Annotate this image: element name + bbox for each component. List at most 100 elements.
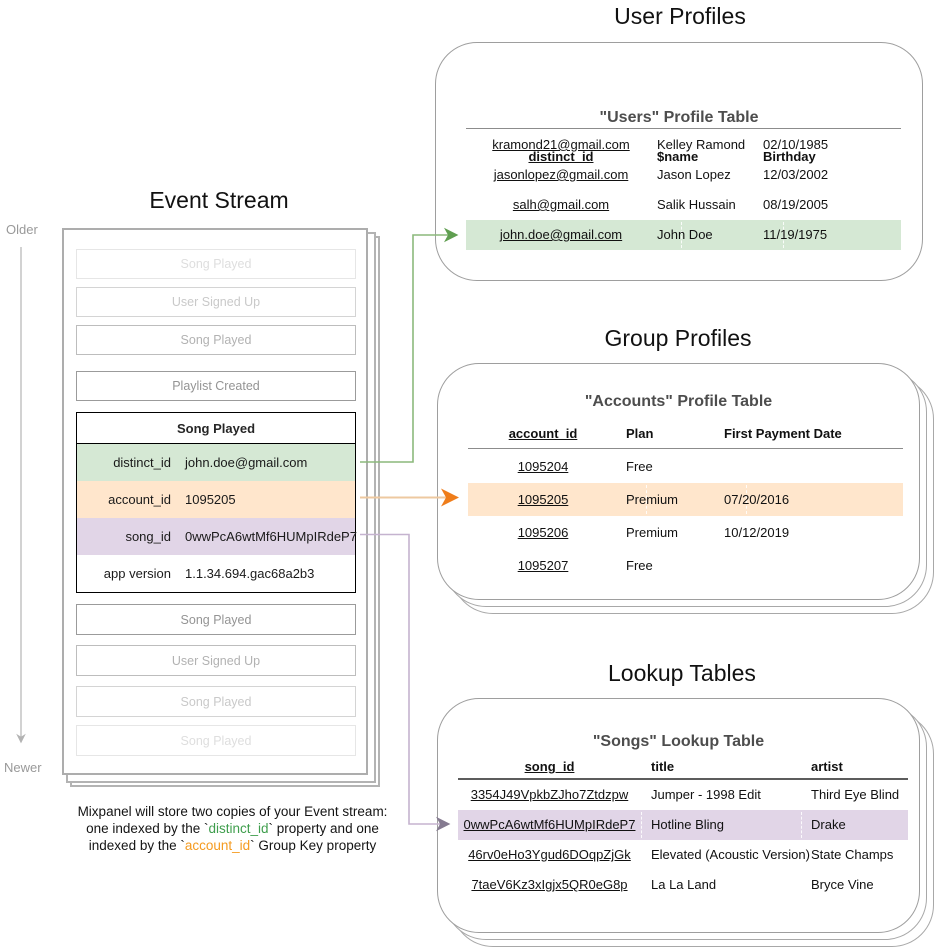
users-profile-card: "Users" Profile Table distinct_id $name … [435,42,923,281]
table-row: kramond21@gmail.com Kelley Ramond 02/10/… [466,130,901,160]
accounts-col-first-payment: First Payment Date [724,426,842,441]
cell-song-id: 0wwPcA6wtMf6HUMpIRdeP7 [463,817,636,832]
cell-song-id: 46rv0eHo3Ygud6DOqpZjGk [468,847,631,862]
caption-line-2: one indexed by the `distinct_id` propert… [86,821,379,836]
cell-birthday: 02/10/1985 [763,137,829,152]
songs-header-divider [458,778,908,780]
cell-account-id: 1095206 [517,525,569,540]
account-id-token: account_id [184,838,251,853]
event-label: Song Played [180,612,252,627]
event-box: Song Played [76,725,356,756]
cell-name: John Doe [657,227,713,242]
caption: Mixpanel will store two copies of your E… [30,803,435,854]
accounts-profile-card: "Accounts" Profile Table account_id Plan… [437,363,920,600]
event-box: Song Played [76,604,356,635]
cell-artist: State Champs [811,847,894,862]
cell-plan: Premium [626,525,679,540]
cell-artist: Drake [811,817,846,832]
cell-song-id: 3354J49VpkbZJho7Ztdzpw [470,787,629,802]
accounts-col-account-id: account_id [508,426,578,441]
table-row: 1095206 Premium 10/12/2019 [468,516,903,549]
event-box: User Signed Up [76,645,356,676]
cell-account-id: 1095204 [517,459,569,474]
event-box: User Signed Up [76,287,356,317]
cell-plan: Premium [626,492,679,507]
property-value: john.doe@gmail.com [185,455,308,470]
distinct-id-token: distinct_id [208,821,269,836]
property-key: song_id [125,529,171,544]
event-box: Playlist Created [76,371,356,401]
table-row: 46rv0eHo3Ygud6DOqpZjGk Elevated (Acousti… [458,840,908,870]
event-label: User Signed Up [171,653,261,668]
cell-distinct-id: jasonlopez@gmail.com [493,167,629,182]
table-row-highlighted: 1095205 Premium 07/20/2016 [468,483,903,516]
timeline-older-label: Older [6,222,38,237]
column-separator [646,485,647,514]
cell-title: Jumper - 1998 Edit [651,787,761,802]
group-profiles-title: Group Profiles [604,325,752,351]
event-label: Song Played [180,733,252,748]
accounts-col-plan: Plan [626,426,654,441]
property-value: 1095205 [185,492,236,507]
event-label: Playlist Created [172,379,260,393]
accounts-header-divider [468,448,903,449]
column-separator [801,812,802,838]
event-property-distinct-id: distinct_id john.doe@gmail.com [77,444,355,481]
table-row: 1095207 Free [468,549,903,582]
users-col-birthday: Birthday [763,149,816,164]
cell-distinct-id: kramond21@gmail.com [492,137,630,152]
event-stream-title: Event Stream [149,187,289,213]
cell-birthday: 11/19/1975 [763,227,828,242]
users-col-name: $name [657,149,699,164]
cell-song-id: 7taeV6Kz3xIgjx5QR0eG8p [471,877,628,892]
accounts-table-title: "Accounts" Profile Table [584,393,773,410]
event-box: Song Played [76,249,356,279]
focal-event-card: Song Played distinct_id john.doe@gmail.c… [76,412,357,593]
songs-lookup-card: "Songs" Lookup Table song_id title artis… [437,698,920,933]
cell-title: La La Land [651,877,717,892]
cell-title: Hotline Bling [651,817,724,832]
cell-name: Salik Hussain [657,197,736,212]
event-box: Song Played [76,686,356,717]
column-separator [746,485,747,514]
event-label: Song Played [180,333,252,347]
users-header-divider [466,128,901,129]
cell-artist: Bryce Vine [811,877,874,892]
cell-distinct-id: john.doe@gmail.com [499,227,623,242]
caption-line-3: indexed by the `account_id` Group Key pr… [88,838,377,853]
table-row: salh@gmail.com Salik Hussain 08/19/2005 [466,190,901,220]
table-row: jasonlopez@gmail.com Jason Lopez 12/03/2… [466,160,901,190]
event-box: Song Played [76,325,356,355]
event-property-account-id: account_id 1095205 [77,481,355,518]
cell-distinct-id: salh@gmail.com [512,197,610,212]
lookup-tables-title: Lookup Tables [608,660,756,686]
cell-title: Elevated (Acoustic Version) [651,847,810,862]
property-key: distinct_id [113,455,171,470]
column-separator [783,222,784,248]
cell-birthday: 12/03/2002 [763,167,829,182]
column-separator [681,222,682,248]
cell-artist: Third Eye Blind [811,787,900,802]
users-col-distinct-id: distinct_id [528,149,594,164]
property-key: account_id [108,492,171,507]
songs-table-title: "Songs" Lookup Table [592,733,765,750]
cell-account-id: 1095207 [517,558,569,573]
property-key: app version [103,566,171,581]
users-table-title: "Users" Profile Table [599,109,759,126]
songs-col-song-id: song_id [524,759,575,774]
cell-account-id: 1095205 [517,492,569,507]
table-row-highlighted: 0wwPcA6wtMf6HUMpIRdeP7 Hotline Bling Dra… [458,810,908,840]
cell-first-payment: 10/12/2019 [724,525,790,540]
songs-col-title: title [651,759,675,774]
property-value: 0wwPcA6wtMf6HUMpIRdeP7 [185,529,357,544]
user-profiles-title: User Profiles [614,3,746,29]
timeline-newer-label: Newer [4,760,42,775]
event-label: Song Played [180,694,252,709]
property-value: 1.1.34.694.gac68a2b3 [185,566,315,581]
songs-col-artist: artist [811,759,843,774]
table-row: 1095204 Free [468,450,903,483]
cell-birthday: 08/19/2005 [763,197,829,212]
focal-event-title: Song Played [77,413,355,444]
table-row-highlighted: john.doe@gmail.com John Doe 11/19/1975 [466,220,901,250]
